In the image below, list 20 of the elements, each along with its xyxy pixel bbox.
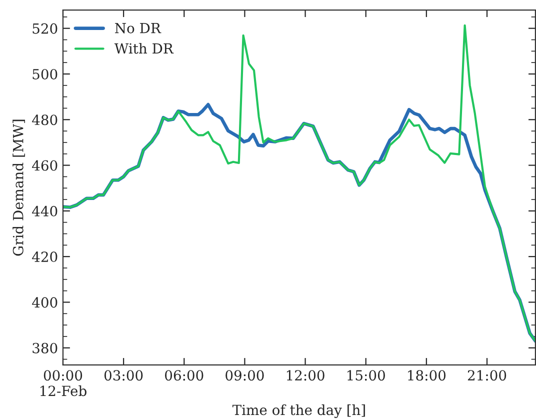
y-tick-label: 480	[32, 114, 58, 126]
x-tick-label: 15:00	[348, 370, 385, 381]
y-tick-label: 500	[32, 68, 58, 80]
x-tick-label: 18:00	[408, 370, 446, 381]
x-tick-label: 12:00	[286, 370, 324, 381]
x-tick-label: 00:00 12-Feb	[40, 370, 86, 396]
y-tick-label: 400	[32, 297, 58, 308]
x-tick-label: 21:00	[468, 370, 506, 381]
y-tick-label: 520	[32, 23, 58, 34]
x-tick-label: 09:00	[226, 370, 264, 381]
x-axis-title: Time of the day [h]	[232, 404, 365, 418]
x-tick-label: 03:00	[104, 370, 143, 381]
legend-label: With DR	[114, 42, 174, 54]
x-tick-label: 06:00	[165, 370, 204, 381]
y-tick-label: 420	[32, 252, 58, 262]
legend-label: No DR	[115, 23, 162, 34]
y-tick-label: 380	[32, 342, 58, 354]
y-tick-label: 460	[32, 160, 58, 171]
y-tick-label: 440	[32, 206, 58, 216]
y-axis-title: Grid Demand [MW]	[12, 120, 25, 256]
